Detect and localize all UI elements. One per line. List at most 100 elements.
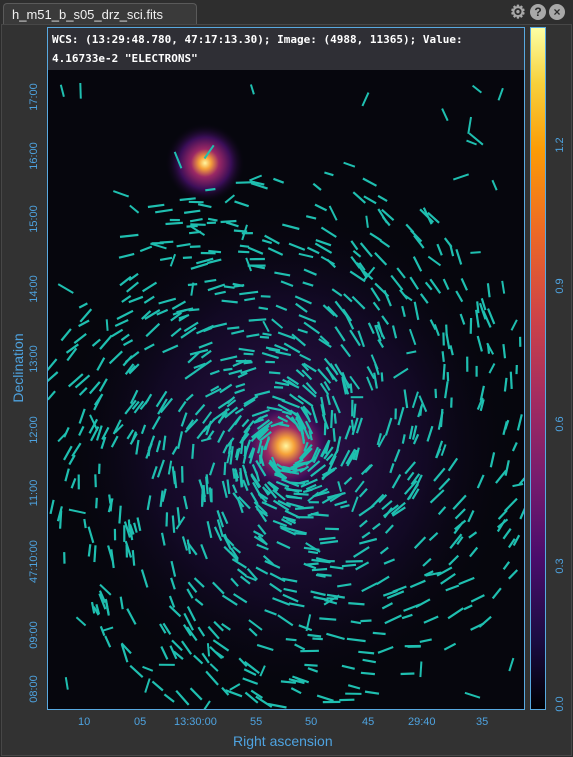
- vector-segment: [298, 252, 314, 259]
- vector-segment: [274, 343, 289, 352]
- vector-segment: [168, 605, 182, 618]
- vector-segment: [286, 379, 296, 387]
- vector-segment: [470, 594, 485, 603]
- vector-segment: [455, 248, 463, 265]
- vector-segment: [403, 479, 418, 495]
- vector-segment: [59, 84, 65, 98]
- vector-segment: [334, 300, 348, 317]
- vector-segment: [359, 242, 373, 258]
- vector-segment: [207, 258, 222, 265]
- vector-segment: [239, 575, 251, 585]
- vector-segment: [238, 250, 250, 254]
- vector-segment: [208, 249, 222, 254]
- y-tick: 08:00: [28, 675, 40, 703]
- vector-segment: [369, 232, 382, 242]
- vector-segment: [370, 287, 381, 302]
- vector-segment: [110, 549, 115, 569]
- vector-segment: [503, 497, 518, 512]
- vector-segment: [379, 546, 389, 555]
- vector-segment: [185, 419, 195, 430]
- vector-segment: [212, 581, 225, 595]
- vector-segment: [126, 281, 139, 293]
- vector-segment: [243, 398, 256, 408]
- vector-segment: [334, 500, 348, 507]
- vector-segment: [190, 262, 209, 270]
- vector-segment: [469, 546, 479, 558]
- y-tick: 17:00: [28, 83, 40, 111]
- vector-segment: [323, 594, 340, 606]
- vector-segment: [305, 542, 321, 553]
- vector-segment: [334, 363, 343, 375]
- vector-segment: [191, 443, 195, 459]
- vector-segment: [259, 335, 270, 339]
- vector-segment: [304, 420, 314, 435]
- vector-segment: [508, 657, 515, 672]
- vector-segment: [352, 449, 358, 461]
- vector-segment: [220, 219, 237, 224]
- vector-segment: [422, 557, 432, 567]
- vector-segment: [262, 332, 272, 337]
- vector-segment: [99, 334, 113, 350]
- vector-segment: [311, 567, 328, 572]
- vector-segment: [306, 246, 320, 255]
- vector-segment: [401, 434, 406, 444]
- vector-segment: [433, 324, 440, 337]
- vector-segment: [307, 667, 319, 673]
- vector-segment: [78, 425, 85, 436]
- vector-segment: [340, 343, 352, 358]
- vector-segment: [243, 420, 255, 434]
- vector-segment: [235, 181, 255, 184]
- vector-segment: [365, 215, 369, 228]
- vector-segment: [244, 691, 259, 704]
- vector-segment: [372, 631, 386, 636]
- vector-segment: [438, 477, 451, 491]
- vector-segment: [377, 194, 388, 203]
- vector-segment: [389, 463, 395, 474]
- vector-segment: [486, 308, 496, 325]
- vector-segment: [190, 282, 195, 296]
- help-icon[interactable]: ?: [530, 4, 546, 20]
- vector-segment: [120, 643, 129, 663]
- vector-segment: [323, 381, 331, 391]
- vector-segment: [227, 416, 241, 433]
- vector-segment: [259, 431, 272, 442]
- vector-segment: [318, 487, 329, 495]
- vector-segment: [221, 511, 229, 525]
- vector-segment: [219, 383, 233, 394]
- vector-segment: [68, 454, 76, 466]
- vector-segment: [403, 603, 421, 612]
- vector-segment: [272, 597, 291, 606]
- vector-segment: [343, 293, 353, 303]
- vector-segment: [151, 680, 164, 692]
- vector-segment: [378, 493, 388, 504]
- vector-segment: [170, 577, 176, 590]
- vector-segment: [310, 590, 326, 597]
- vector-segment: [411, 425, 418, 440]
- vector-segment: [216, 519, 224, 538]
- vector-segment: [319, 617, 337, 621]
- tab-file[interactable]: h_m51_b_s05_drz_sci.fits: [3, 3, 197, 24]
- vector-segment: [276, 541, 291, 550]
- vector-segment: [471, 84, 483, 94]
- vector-segment: [475, 309, 480, 328]
- vector-segment: [348, 602, 365, 606]
- image-canvas[interactable]: WCS: (13:29:48.780, 47:17:13.30); Image:…: [47, 27, 525, 710]
- vector-segment: [243, 352, 254, 356]
- vector-segment: [187, 581, 198, 593]
- vector-segment: [197, 203, 212, 209]
- vector-segment: [280, 526, 297, 536]
- x-axis-label: Right ascension: [233, 733, 333, 749]
- vector-segment: [360, 619, 372, 623]
- vector-segment: [156, 459, 165, 478]
- vector-segment: [225, 221, 239, 228]
- vector-segment: [267, 702, 287, 709]
- vector-segment: [346, 637, 366, 643]
- close-icon[interactable]: ×: [549, 4, 565, 20]
- vector-segment: [502, 528, 512, 540]
- vector-segment: [119, 596, 124, 610]
- vector-segment: [406, 483, 420, 501]
- vector-segment: [133, 400, 145, 414]
- gear-icon[interactable]: ⚙: [509, 2, 527, 22]
- vector-segment: [328, 205, 338, 221]
- vector-segment: [273, 386, 284, 389]
